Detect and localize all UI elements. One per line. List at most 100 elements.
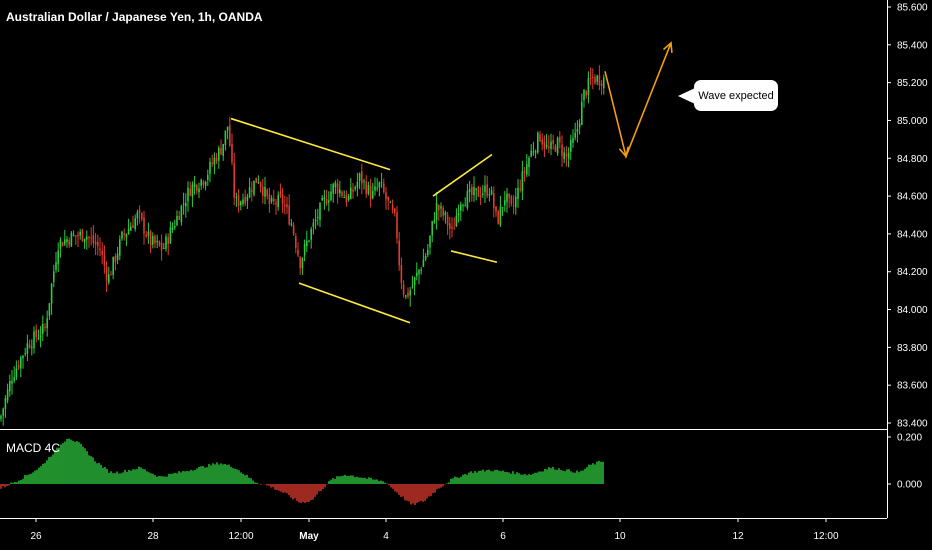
candle-body xyxy=(17,365,20,368)
candle-body xyxy=(532,151,535,153)
candle-body xyxy=(259,182,262,188)
candle-body xyxy=(147,231,150,236)
candle-body xyxy=(211,163,213,165)
candle-body xyxy=(534,151,537,153)
candle-body xyxy=(31,347,33,349)
candle-body xyxy=(105,266,108,281)
candle-body xyxy=(152,236,154,245)
candle-body xyxy=(515,196,517,208)
candle-body xyxy=(42,323,44,334)
candle-body xyxy=(323,197,326,200)
candle-body xyxy=(121,231,123,239)
candle-body xyxy=(328,200,330,203)
candle-body xyxy=(233,163,235,198)
candle-body xyxy=(521,171,524,192)
candle-body xyxy=(6,389,9,401)
candle-body xyxy=(110,274,112,276)
candle-body xyxy=(262,186,264,196)
candle-body xyxy=(178,216,180,220)
candle-body xyxy=(103,255,106,266)
candle-body xyxy=(284,204,286,206)
price-tick-label: 83.600 xyxy=(897,381,928,392)
candle-body xyxy=(559,136,561,143)
candle-body xyxy=(457,213,460,216)
time-tick-label: 12:00 xyxy=(813,531,838,542)
candle-body xyxy=(57,250,59,265)
candle-body xyxy=(497,210,499,224)
candle-body xyxy=(242,199,244,204)
candle-body xyxy=(187,187,189,202)
candle-body xyxy=(543,142,546,149)
candle-body xyxy=(180,205,183,223)
candle-body xyxy=(136,212,139,219)
candle-body xyxy=(416,272,418,277)
candle-body xyxy=(141,213,143,219)
candle-body xyxy=(405,295,407,297)
candle-body xyxy=(563,152,565,160)
candle-body xyxy=(286,204,288,208)
candle-body xyxy=(191,184,194,197)
candle-body xyxy=(202,181,205,185)
candle-body xyxy=(53,271,55,282)
candle-body xyxy=(134,218,136,229)
candle-body xyxy=(431,221,433,236)
candle-body xyxy=(440,206,442,209)
candle-body xyxy=(587,78,590,95)
candle-body xyxy=(275,202,277,205)
candle-body xyxy=(332,184,334,194)
candle-body xyxy=(464,205,466,207)
time-tick-label: 10 xyxy=(614,531,626,542)
candle-body xyxy=(213,157,216,165)
candle-body xyxy=(592,76,594,79)
wave-callout: Wave expected xyxy=(678,80,778,111)
candle-body xyxy=(196,185,198,191)
candle-body xyxy=(154,235,156,244)
candle-body xyxy=(72,234,75,236)
candle-body xyxy=(88,237,90,239)
candle-body xyxy=(193,183,196,187)
candle-body xyxy=(466,191,469,208)
candle-body xyxy=(37,337,40,339)
candle-body xyxy=(204,181,207,186)
candle-body xyxy=(273,198,275,202)
candle-body xyxy=(39,335,42,337)
candle-body xyxy=(330,191,332,201)
candle-body xyxy=(220,148,222,155)
candle-body xyxy=(281,194,284,204)
candle-body xyxy=(306,240,308,247)
candle-body xyxy=(358,173,361,181)
candle-body xyxy=(581,101,583,126)
candle-body xyxy=(28,344,31,348)
price-tick-label: 85.200 xyxy=(897,78,928,89)
candle-body xyxy=(402,284,405,295)
candle-body xyxy=(528,157,530,167)
candle-body xyxy=(510,196,513,204)
candle-body xyxy=(125,234,128,238)
candle-body xyxy=(545,144,548,147)
candle-body xyxy=(251,190,253,192)
candle-body xyxy=(484,185,486,193)
candle-body xyxy=(77,235,79,237)
time-tick-label: 6 xyxy=(500,531,506,542)
candle-body xyxy=(13,377,15,381)
candle-body xyxy=(90,237,92,239)
candle-body xyxy=(312,222,315,227)
candle-body xyxy=(55,262,57,270)
candle-body xyxy=(501,207,504,209)
candle-body xyxy=(301,258,304,269)
candle-body xyxy=(565,154,568,157)
candle-body xyxy=(299,257,301,269)
pattern-lines xyxy=(230,117,498,324)
chart-title: Australian Dollar / Japanese Yen, 1h, OA… xyxy=(6,10,263,24)
candle-body xyxy=(123,233,125,235)
candle-body xyxy=(264,186,266,197)
candle-body xyxy=(530,150,532,157)
candle-body xyxy=(429,235,431,248)
macd-tick-label: 0.000 xyxy=(897,480,922,491)
macd-tick-label: 0.200 xyxy=(897,433,922,444)
candle-body xyxy=(482,193,484,195)
candle-body xyxy=(237,195,240,206)
candle-body xyxy=(116,253,119,260)
callout-text: Wave expected xyxy=(698,89,774,102)
candle-body xyxy=(460,204,462,211)
